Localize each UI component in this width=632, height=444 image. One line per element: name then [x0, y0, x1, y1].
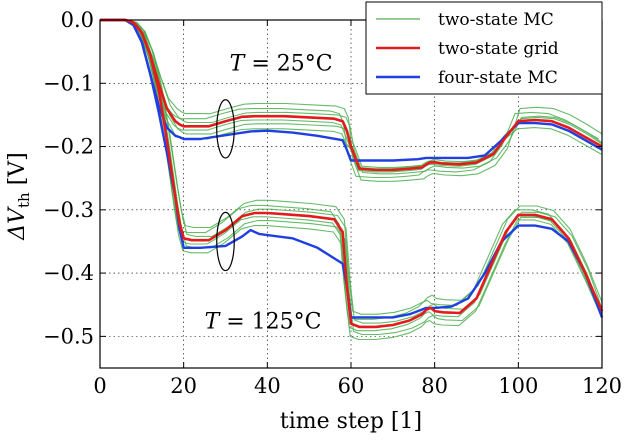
legend: two-state MC two-state grid four-state M… [365, 1, 603, 95]
legend-label-two-state-mc: two-state MC [438, 10, 554, 30]
x-tick-label: 60 [338, 374, 365, 398]
annotations: T = 25°C T = 125°C [205, 51, 333, 334]
y-axis-label-subscript: th [15, 192, 33, 208]
x-tick-label: 80 [421, 374, 448, 398]
y-tick-label: −0.3 [43, 198, 94, 222]
grouping-ellipses [216, 99, 235, 272]
x-tick-label: 120 [582, 374, 622, 398]
legend-label-two-state-grid: two-state grid [438, 39, 559, 59]
annotation-125-value: = 125°C [219, 310, 321, 335]
line-two-state-mc-25c [100, 19, 603, 182]
axis-ticks: 0 20 40 60 80 100 120 0.0 −0.1 −0.2 −0.3 −0.4 −0.5 [43, 8, 622, 398]
x-tick-label: 0 [93, 374, 106, 398]
legend-label-four-state-mc: four-state MC [438, 68, 558, 88]
y-tick-label: −0.2 [43, 135, 94, 159]
annotation-125-variable: T [205, 310, 222, 335]
line-two-state-mc-25c [100, 19, 603, 175]
y-tick-label: −0.5 [43, 324, 94, 348]
line-two-state-mc-125c [100, 19, 603, 336]
y-axis-label: ΔVth [V] [5, 152, 33, 241]
y-axis-label-suffix: [V] [5, 152, 30, 192]
x-tick-label: 40 [254, 374, 281, 398]
line-two-state-mc-125c [100, 19, 602, 341]
annotation-25-variable: T [230, 51, 247, 76]
annotation-25-value: = 25°C [244, 51, 332, 76]
line-two-state-grid-125c [100, 18, 604, 329]
y-tick-label: −0.1 [43, 71, 94, 95]
x-tick-label: 100 [498, 374, 538, 398]
line-two-state-grid-25c [100, 18, 603, 172]
y-tick-label: 0.0 [61, 8, 94, 32]
y-axis-label-prefix: ΔV [5, 206, 30, 241]
line-two-state-mc-125c [100, 19, 603, 315]
grouping-ellipse [216, 211, 235, 272]
annotation-temperature-125: T = 125°C [205, 310, 322, 335]
x-tick-label: 20 [170, 374, 197, 398]
plot-series [100, 18, 604, 341]
grouping-ellipse [216, 99, 235, 159]
x-axis-label: time step [1] [280, 409, 422, 434]
y-tick-label: −0.4 [43, 261, 94, 285]
annotation-temperature-25: T = 25°C [230, 51, 333, 76]
